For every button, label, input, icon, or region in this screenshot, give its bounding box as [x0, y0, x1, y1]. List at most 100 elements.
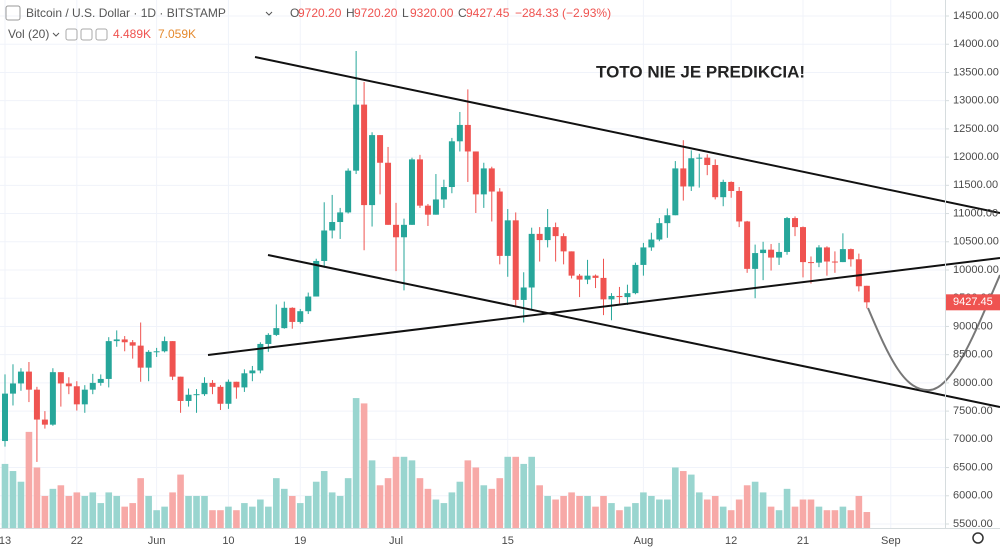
volume-bar [727, 510, 735, 528]
drawings [207, 56, 1000, 408]
candle-body [41, 419, 48, 425]
volume-bar [464, 460, 472, 528]
candle-body [73, 386, 80, 405]
candle-body [863, 285, 870, 303]
chevron[interactable] [265, 11, 273, 16]
y-tick-label: 12000.00 [953, 151, 999, 163]
volume-bar [344, 478, 352, 528]
candle-body [81, 389, 88, 405]
volume-bar [121, 506, 128, 528]
change: −284.33 (−2.93%) [515, 6, 611, 20]
volume-bar [41, 495, 49, 528]
volume-bar [520, 463, 527, 528]
ohlc-key: L [402, 6, 409, 20]
candle-body [568, 251, 575, 276]
candle-body [807, 262, 814, 264]
volume-bar [823, 510, 831, 528]
candle-body [736, 190, 743, 222]
remove-button[interactable] [95, 28, 108, 41]
x-tick-label: 15 [502, 535, 514, 547]
volume-bar [233, 510, 240, 528]
volume-bar [863, 512, 871, 528]
candle-body [528, 233, 535, 288]
volume-bar [656, 499, 663, 528]
volume-bar [855, 495, 863, 528]
eye-button[interactable] [65, 28, 78, 41]
x-tick-label: 22 [71, 535, 83, 547]
symbol-icon[interactable] [5, 5, 21, 21]
candle-body [137, 345, 144, 368]
candle-body [321, 230, 328, 261]
volume-bar [783, 488, 791, 528]
volume-bar [416, 478, 424, 528]
candle-body [576, 275, 583, 280]
candle-body [9, 383, 16, 394]
last-price-box [946, 294, 1000, 311]
annotation: TOTO NIE JE PREDIKCIA! [596, 62, 805, 81]
volume-bar [153, 510, 160, 528]
volume-bar [616, 510, 623, 528]
volume-bar [456, 481, 464, 528]
x-tick-label: 12 [725, 535, 737, 547]
settings-button[interactable] [80, 28, 93, 41]
candle-body [704, 157, 711, 166]
volume-bar [9, 471, 17, 528]
candle-body [337, 212, 344, 223]
candle-body [512, 220, 519, 300]
volume-bar [424, 488, 432, 528]
candle-body [329, 222, 336, 231]
volume-bar [161, 506, 168, 528]
chevron[interactable] [52, 32, 60, 37]
volume-bar [312, 481, 320, 528]
volume-bar [839, 506, 847, 528]
candle-body [369, 135, 376, 206]
candle-body [815, 247, 822, 263]
symbol-title[interactable]: Bitcoin / U.S. Dollar · 1D · BITSTAMP [26, 6, 226, 20]
candle-body [249, 370, 256, 374]
candle-body [385, 162, 392, 225]
candle-body [177, 376, 184, 401]
y-tick-label: 10000.00 [953, 264, 999, 276]
volume-bar [304, 495, 312, 528]
candle-body [209, 382, 216, 387]
x-tick-label: 13 [0, 535, 11, 547]
volume-bar [49, 488, 57, 528]
volume-bar [97, 503, 105, 528]
y-tick-label: 7500.00 [953, 405, 993, 417]
candle-body [393, 224, 400, 238]
volume-bar [584, 495, 591, 528]
candle-body [105, 341, 112, 379]
candle-body [496, 191, 503, 256]
volume-bar [687, 474, 695, 528]
candle-body [600, 277, 607, 300]
y-tick-label: 5500.00 [953, 518, 993, 530]
x-tick-label: 19 [294, 535, 306, 547]
candle-body [313, 260, 320, 297]
candle-body [89, 382, 96, 390]
volume-bar [129, 503, 136, 528]
candle-body [752, 253, 759, 269]
candle-body [225, 381, 232, 404]
volume-pane [1, 398, 871, 528]
candle-body [608, 295, 615, 300]
volume-bar [217, 510, 224, 528]
settings-gear[interactable] [972, 532, 984, 544]
candle-body [760, 249, 767, 254]
candle-body [664, 215, 671, 224]
candle-body [784, 218, 791, 252]
volume-bar [735, 499, 743, 528]
candle-body [672, 168, 679, 216]
y-tick-label: 10500.00 [953, 236, 999, 248]
x-tick-label: 21 [797, 535, 809, 547]
candle-body [624, 293, 631, 298]
volume-bar [672, 467, 679, 528]
x-tick-label: Jul [389, 535, 403, 547]
volume-bar [759, 492, 767, 528]
x-tick-label: Aug [634, 535, 654, 547]
candle-body [233, 381, 240, 388]
candle-body [776, 251, 783, 258]
candle-body [488, 168, 495, 192]
volume-bar [193, 495, 200, 528]
volume-bar [488, 488, 496, 528]
volume-bar [775, 510, 783, 528]
